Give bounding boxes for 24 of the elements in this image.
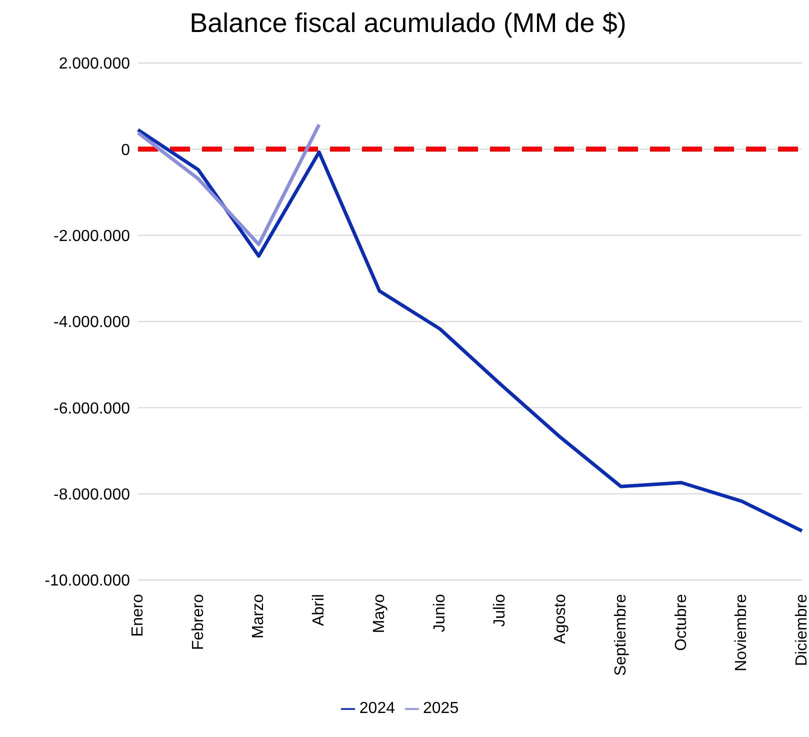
y-tick-label: -8.000.000 — [53, 486, 130, 504]
chart-title: Balance fiscal acumulado (MM de $) — [188, 8, 628, 39]
x-tick-label: Junio — [431, 594, 448, 632]
x-tick-label: Marzo — [250, 594, 268, 638]
x-tick-label: Abril — [310, 594, 328, 626]
x-tick-label: Septiembre — [612, 594, 630, 676]
x-tick-label: Octubre — [672, 594, 690, 651]
y-tick-label: -10.000.000 — [44, 572, 130, 590]
x-tick-label: Agosto — [552, 594, 570, 644]
x-tick-label: Febrero — [190, 594, 207, 650]
y-tick-label: 2.000.000 — [58, 56, 130, 73]
y-tick-label: -6.000.000 — [53, 400, 130, 418]
line-series — [136, 128, 804, 533]
x-tick-label: Mayo — [370, 594, 388, 634]
legend-label: 2024 — [359, 700, 395, 717]
y-tick-label: 0 — [121, 142, 130, 159]
line-series — [136, 122, 321, 246]
y-tick-label: -4.000.000 — [53, 314, 130, 332]
x-tick-label: Enero — [130, 594, 146, 637]
x-tick-label: Diciembre — [794, 594, 809, 666]
x-tick-label: Julio — [492, 594, 509, 627]
legend-label: 2025 — [423, 700, 459, 717]
y-tick-label: -2.000.000 — [53, 228, 130, 246]
x-tick-label: Noviembre — [733, 594, 750, 672]
